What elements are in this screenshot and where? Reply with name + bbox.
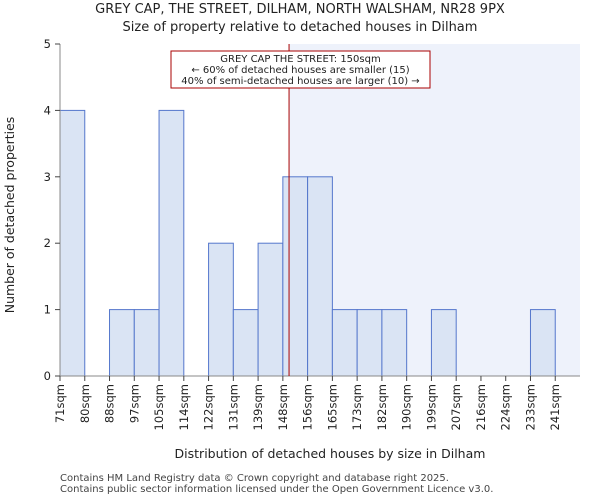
annotation-line-2: ← 60% of detached houses are smaller (15…: [191, 65, 409, 76]
histogram-bar: [208, 242, 234, 377]
footer-copyright: Contains HM Land Registry data © Crown c…: [60, 473, 449, 484]
histogram-bar: [109, 309, 135, 377]
histogram-bar: [232, 309, 259, 377]
x-tick-label: 165sqm: [325, 384, 339, 430]
x-tick-label: 190sqm: [400, 384, 414, 430]
y-axis-title: Number of detached properties: [2, 117, 17, 314]
chart-subtitle: Size of property relative to detached ho…: [122, 20, 478, 35]
histogram-chart: 0 1 2 3 4 5 71sqm 80sqm 88sqm 97sqm 105sqm 114sqm 12…: [2, 37, 580, 461]
x-tick-label: 105sqm: [152, 384, 166, 430]
x-tick-label: 114sqm: [177, 384, 191, 430]
histogram-bar: [529, 309, 556, 377]
x-tick-label: 207sqm: [449, 384, 463, 430]
annotation-line-1: GREY CAP THE STREET: 150sqm: [220, 54, 380, 65]
x-tick-label: 173sqm: [350, 384, 364, 430]
x-tick-label: 241sqm: [548, 384, 562, 430]
y-tick-label: 2: [44, 236, 51, 250]
x-tick-label: 80sqm: [78, 384, 92, 423]
x-tick-label: 216sqm: [474, 384, 488, 430]
y-tick-label: 4: [44, 103, 51, 117]
histogram-bar: [430, 309, 457, 377]
y-tick-label: 1: [44, 303, 51, 317]
histogram-bar: [158, 109, 185, 377]
histogram-bar: [282, 176, 309, 377]
histogram-bar: [59, 109, 86, 377]
x-tick-label: 156sqm: [301, 384, 315, 430]
x-tick-label: 71sqm: [53, 384, 67, 423]
histogram-bar: [133, 309, 160, 377]
x-tick-label: 122sqm: [202, 384, 216, 430]
histogram-bar: [307, 176, 333, 377]
annotation-box: [170, 50, 431, 89]
x-axis-title: Distribution of detached houses by size …: [175, 446, 486, 461]
x-tick-label: 182sqm: [375, 384, 389, 430]
y-tick-label: 0: [44, 369, 51, 383]
y-tick-label: 3: [44, 170, 51, 184]
y-tick-label: 5: [44, 37, 51, 51]
x-tick-label: 224sqm: [499, 384, 513, 430]
x-tick-label: 199sqm: [424, 384, 438, 430]
annotation-line-3: 40% of semi-detached houses are larger (…: [181, 76, 419, 87]
histogram-bar: [331, 309, 358, 377]
histogram-bar: [257, 242, 284, 377]
histogram-bar: [356, 309, 383, 377]
histogram-bar: [381, 309, 408, 377]
x-tick-label: 131sqm: [226, 384, 240, 430]
x-tick-label: 148sqm: [276, 384, 290, 430]
x-tick-label: 88sqm: [103, 384, 117, 423]
x-tick-label: 233sqm: [523, 384, 537, 430]
x-tick-label: 139sqm: [251, 384, 265, 430]
footer-licence: Contains public sector information licen…: [60, 484, 494, 495]
chart-title: GREY CAP, THE STREET, DILHAM, NORTH WALS…: [95, 2, 505, 17]
x-tick-label: 97sqm: [127, 384, 141, 423]
